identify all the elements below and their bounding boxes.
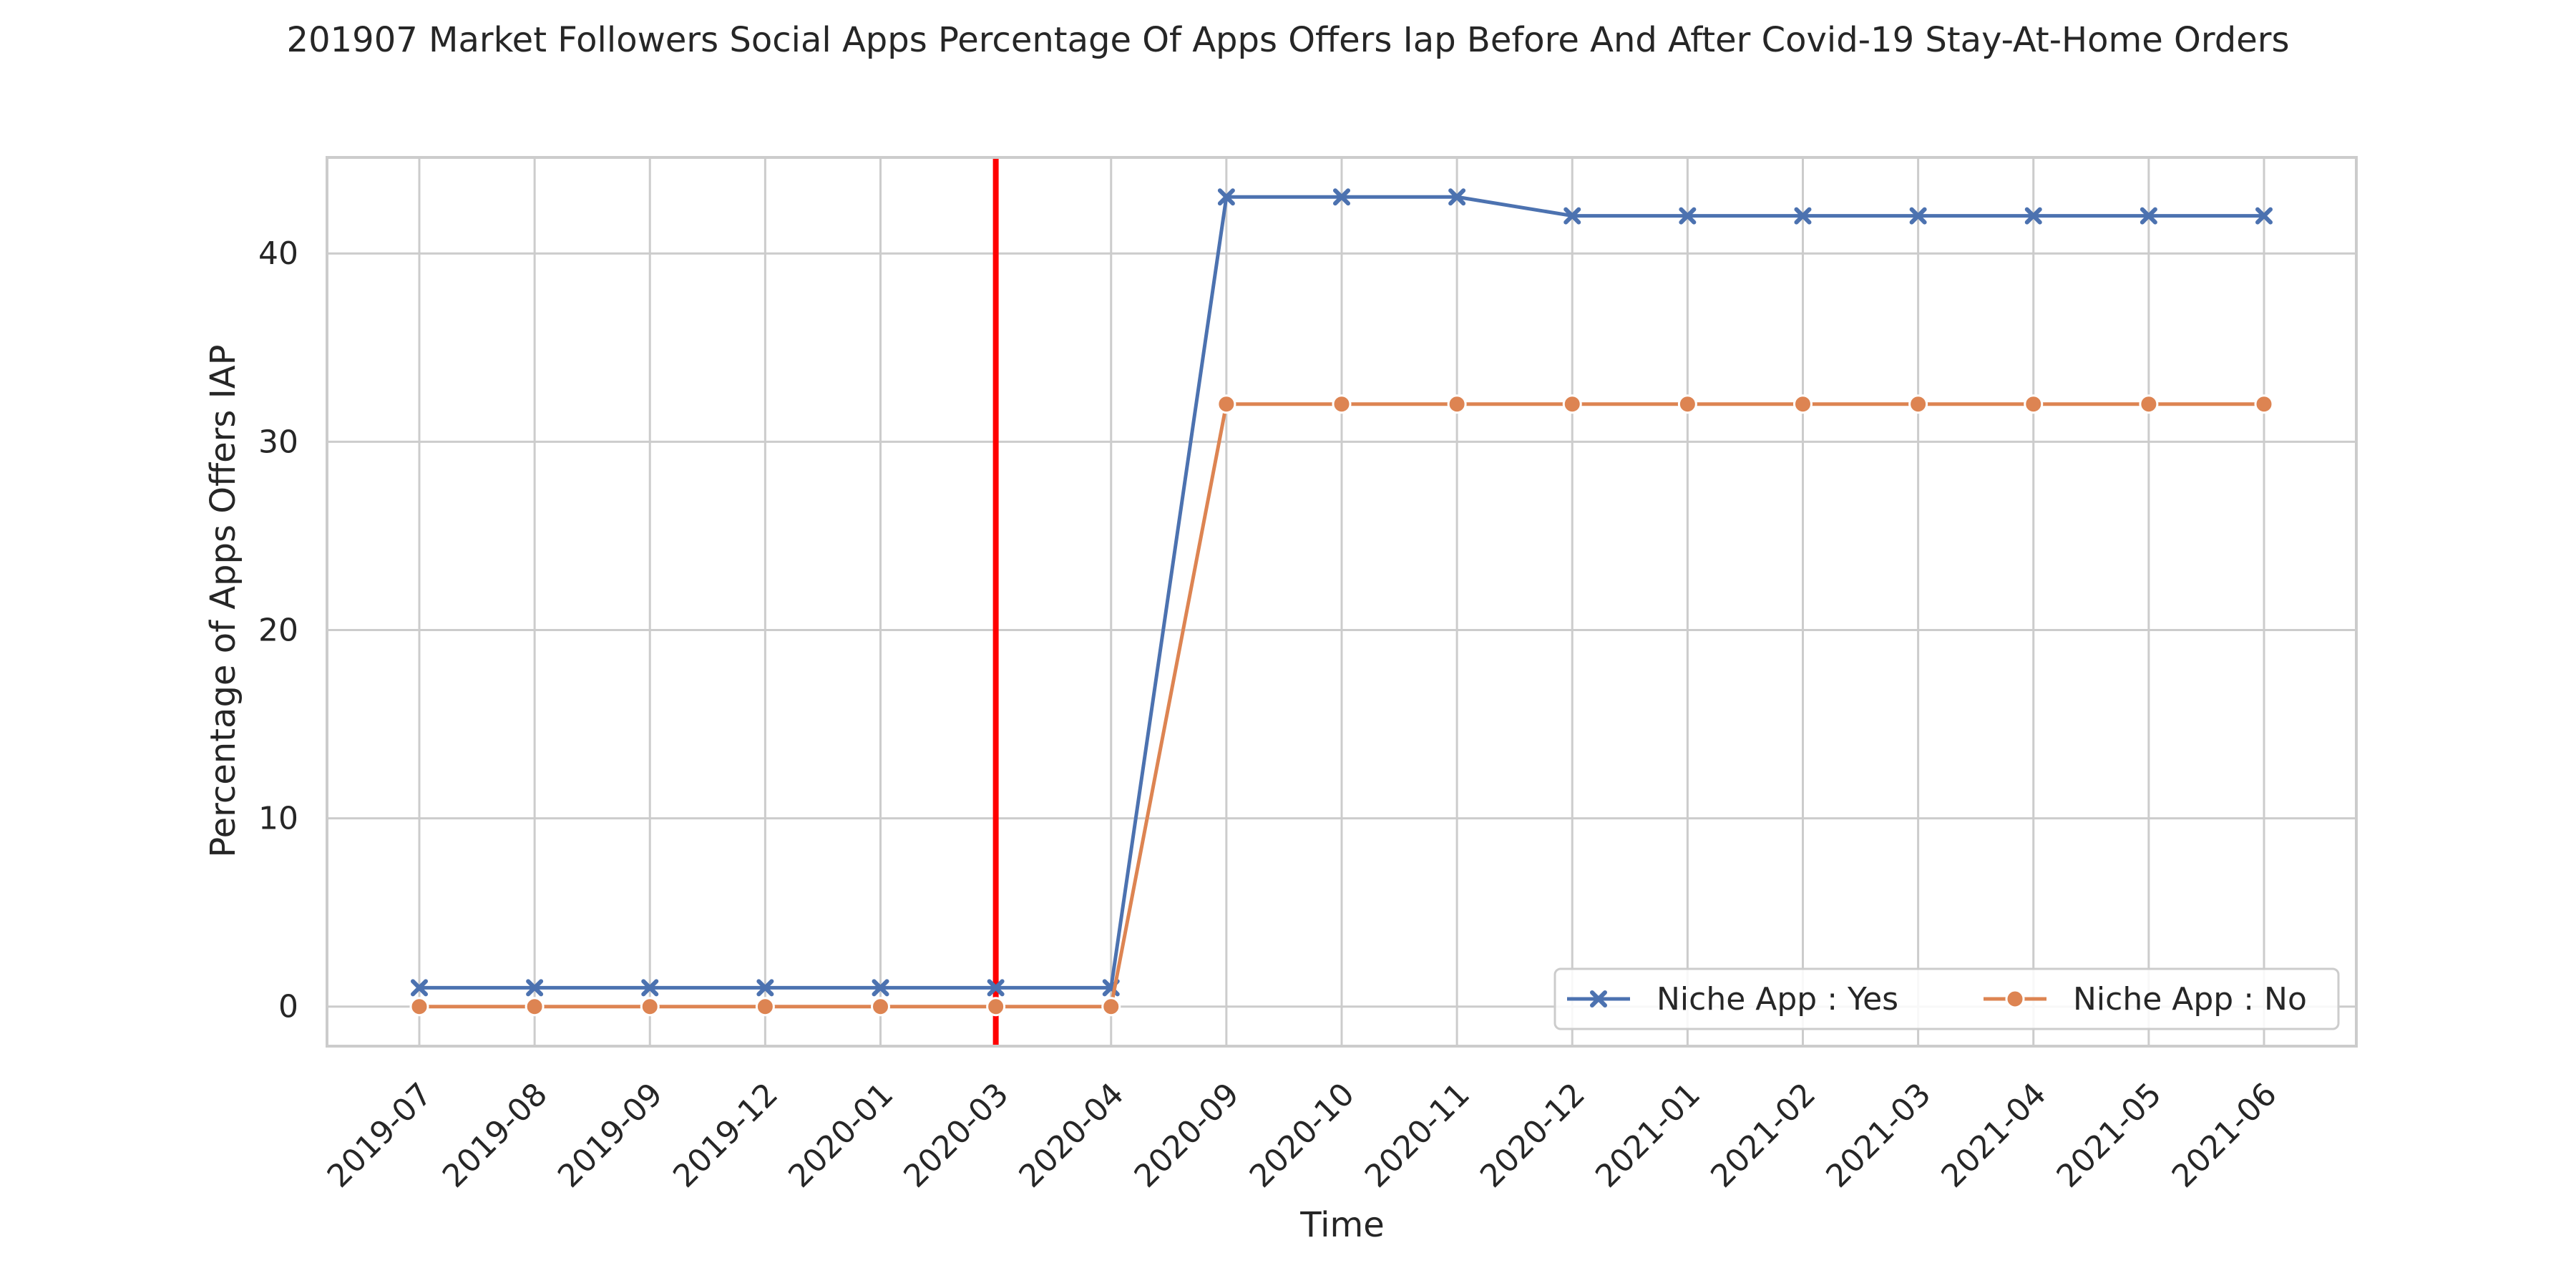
legend: Niche App : Yes Niche App : No bbox=[1553, 967, 2340, 1030]
x-tick-label: 2020-09 bbox=[1128, 1076, 1246, 1195]
x-tick-label: 2020-11 bbox=[1358, 1076, 1477, 1195]
data-point-stroke bbox=[1679, 207, 1697, 225]
data-point bbox=[1677, 394, 1697, 414]
y-tick-label: 20 bbox=[258, 612, 298, 648]
data-point-stroke bbox=[1794, 207, 1812, 225]
plot-frame bbox=[326, 156, 2358, 1048]
legend-item: Niche App : No bbox=[1984, 981, 2307, 1018]
y-axis-label: Percentage of Apps Offers IAP bbox=[203, 344, 243, 857]
grid bbox=[327, 157, 2356, 1046]
data-point-stroke bbox=[1590, 990, 1607, 1008]
x-tick-label: 2021-06 bbox=[2165, 1076, 2284, 1195]
x-tick-label: 2020-10 bbox=[1243, 1076, 1362, 1195]
data-point-stroke bbox=[987, 979, 1005, 997]
chart-title: 201907 Market Followers Social Apps Perc… bbox=[287, 20, 2290, 60]
data-point bbox=[2255, 207, 2273, 225]
data-point-stroke bbox=[1333, 188, 1350, 206]
data-point bbox=[1333, 188, 1350, 206]
data-point bbox=[1332, 394, 1352, 414]
data-point bbox=[526, 979, 544, 997]
data-point bbox=[2254, 394, 2274, 414]
x-tick-label: 2021-05 bbox=[2050, 1076, 2169, 1195]
data-point-stroke bbox=[1217, 188, 1235, 206]
x-axis-ticks: 2019-072019-082019-092019-122020-012020-… bbox=[321, 1076, 2284, 1195]
legend-label: Niche App : No bbox=[2073, 981, 2307, 1018]
data-point bbox=[1562, 394, 1582, 414]
data-point bbox=[1448, 188, 1466, 206]
data-point-stroke bbox=[872, 979, 889, 997]
data-point-stroke bbox=[2255, 207, 2273, 225]
data-point-stroke bbox=[2140, 207, 2157, 225]
x-tick-label: 2021-02 bbox=[1704, 1076, 1823, 1195]
legend-item: Niche App : Yes bbox=[1567, 981, 1898, 1018]
x-axis-label: Time bbox=[1299, 1205, 1384, 1245]
x-tick-label: 2019-08 bbox=[436, 1076, 555, 1195]
data-point bbox=[1447, 394, 1467, 414]
x-tick-label: 2020-03 bbox=[897, 1076, 1015, 1195]
data-point bbox=[409, 997, 429, 1017]
data-point bbox=[1909, 207, 1927, 225]
data-point bbox=[2139, 394, 2159, 414]
x-tick-label: 2019-09 bbox=[551, 1076, 670, 1195]
data-point bbox=[2024, 207, 2042, 225]
data-point bbox=[1563, 207, 1581, 225]
y-tick-label: 40 bbox=[258, 235, 298, 272]
data-point bbox=[640, 997, 660, 1017]
data-point bbox=[756, 979, 774, 997]
data-point bbox=[2005, 989, 2025, 1009]
data-point-stroke bbox=[756, 979, 774, 997]
data-point-stroke bbox=[526, 979, 544, 997]
y-axis-ticks: 0 10 20 30 40 bbox=[258, 235, 298, 1025]
x-tick-label: 2019-07 bbox=[321, 1076, 439, 1195]
y-tick-label: 0 bbox=[278, 989, 298, 1025]
data-point bbox=[1217, 188, 1235, 206]
data-point bbox=[1793, 394, 1813, 414]
data-point bbox=[1590, 990, 1607, 1008]
data-point bbox=[411, 979, 428, 997]
series-layer bbox=[409, 188, 2274, 1017]
data-point bbox=[1679, 207, 1697, 225]
x-tick-label: 2020-12 bbox=[1473, 1076, 1592, 1195]
legend-label: Niche App : Yes bbox=[1657, 981, 1898, 1018]
data-point-stroke bbox=[1563, 207, 1581, 225]
x-tick-label: 2021-04 bbox=[1934, 1076, 2053, 1195]
x-tick-label: 2020-04 bbox=[1012, 1076, 1131, 1195]
x-tick-label: 2019-12 bbox=[666, 1076, 785, 1195]
data-point bbox=[2024, 394, 2044, 414]
data-point bbox=[755, 997, 775, 1017]
data-point bbox=[871, 997, 890, 1017]
data-point-stroke bbox=[2024, 207, 2042, 225]
data-point bbox=[1216, 394, 1236, 414]
legend-box bbox=[1553, 967, 2340, 1030]
data-point bbox=[987, 979, 1005, 997]
x-tick-label: 2020-01 bbox=[781, 1076, 900, 1195]
y-tick-label: 10 bbox=[258, 801, 298, 837]
series bbox=[409, 394, 2274, 1017]
data-point-stroke bbox=[1448, 188, 1466, 206]
data-point bbox=[525, 997, 545, 1017]
data-point bbox=[1908, 394, 1928, 414]
data-point bbox=[1794, 207, 1812, 225]
y-tick-label: 30 bbox=[258, 424, 298, 460]
data-point bbox=[1101, 997, 1121, 1017]
x-tick-label: 2021-03 bbox=[1819, 1076, 1938, 1195]
data-point bbox=[986, 997, 1006, 1017]
data-point-stroke bbox=[1909, 207, 1927, 225]
data-point bbox=[641, 979, 659, 997]
x-tick-label: 2021-01 bbox=[1589, 1076, 1707, 1195]
data-point-stroke bbox=[411, 979, 428, 997]
data-point bbox=[2140, 207, 2157, 225]
data-point bbox=[872, 979, 889, 997]
data-point-stroke bbox=[641, 979, 659, 997]
